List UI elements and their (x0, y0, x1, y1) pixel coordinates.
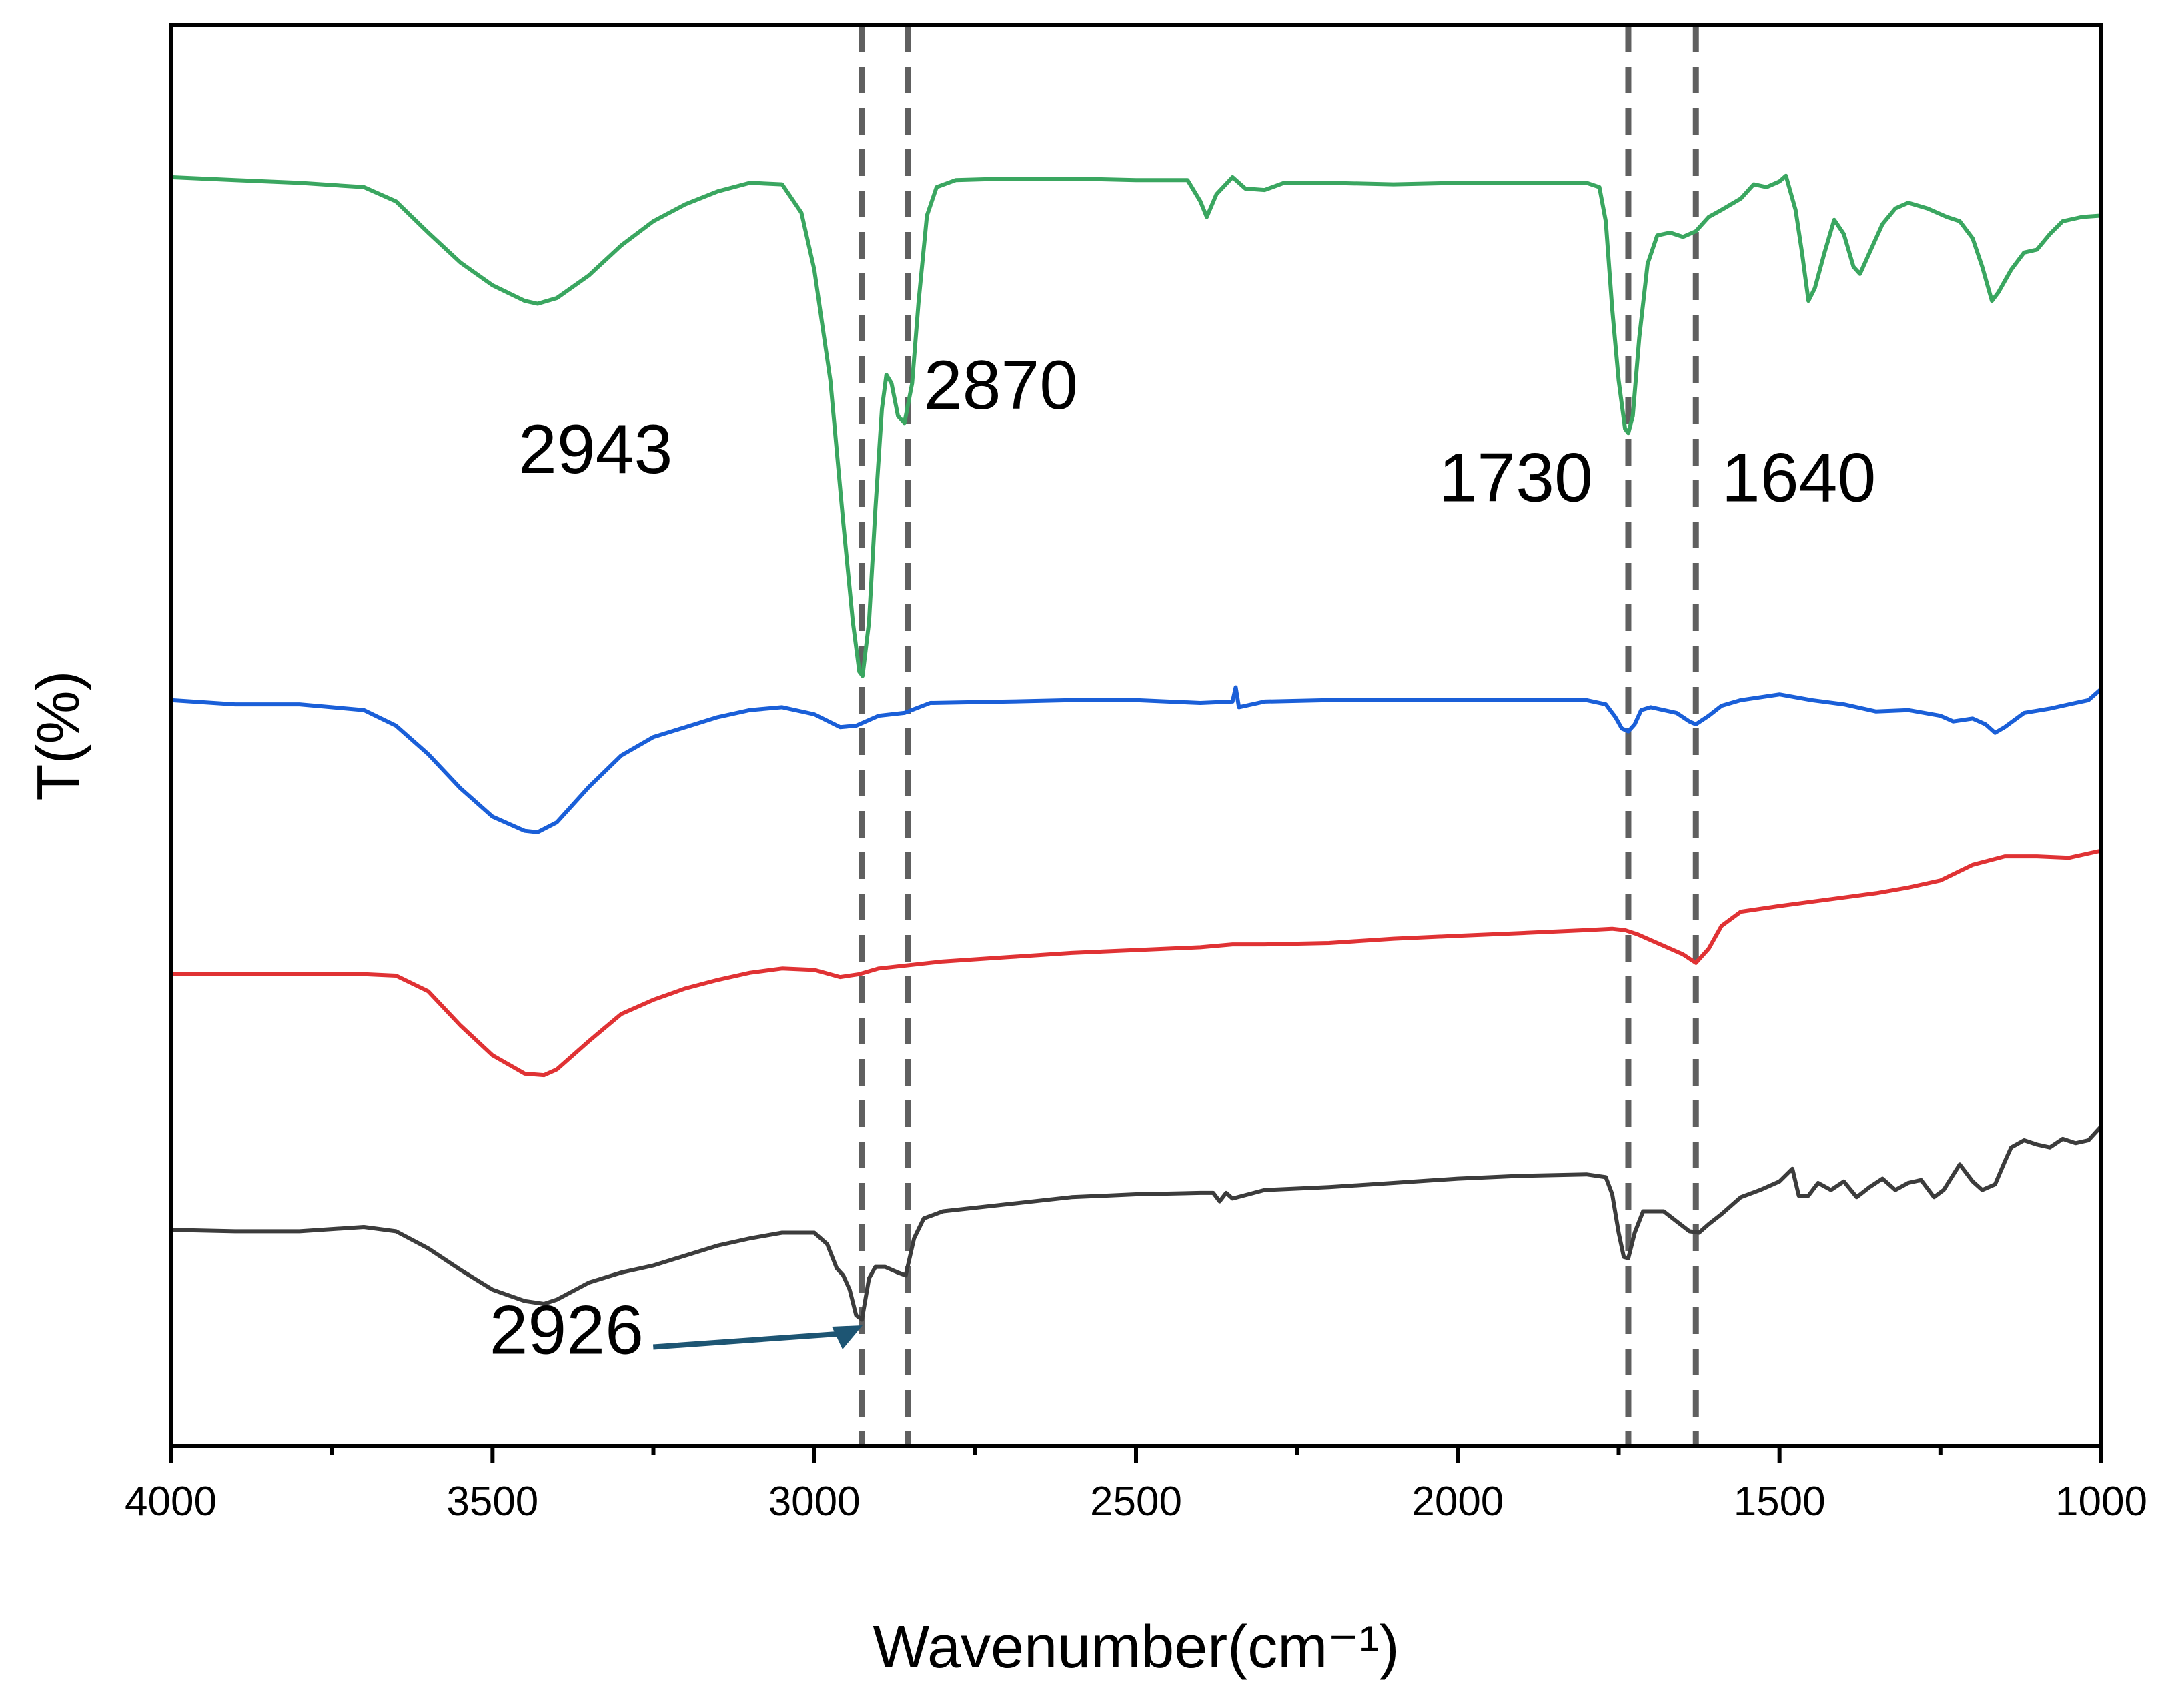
x-tick-label: 1000 (2055, 1479, 2147, 1525)
y-axis-title: T(%) (25, 671, 92, 801)
x-tick-label: 1500 (1734, 1479, 1826, 1525)
x-axis-title: Wavenumber(cm⁻¹) (873, 1614, 1399, 1681)
x-axis-ticks (169, 1446, 2103, 1463)
x-tick-label: 4000 (125, 1479, 217, 1525)
x-tick-label: 2500 (1090, 1479, 1182, 1525)
peak-label-2926: 2926 (490, 1292, 644, 1369)
series-green (169, 173, 2103, 678)
series-blue (169, 685, 2103, 834)
peak-label-2870: 2870 (924, 347, 1078, 424)
x-tick-label: 3000 (768, 1479, 861, 1525)
annotation-arrow-head (832, 1325, 863, 1349)
reference-lines (859, 25, 1699, 1446)
peak-label-1730: 1730 (1438, 440, 1592, 517)
peak-label-2943: 2943 (518, 411, 672, 488)
series-black (169, 1124, 2103, 1322)
x-axis-tick-labels: 4000 3500 3000 2500 2000 1500 1000 (125, 1479, 2147, 1525)
annotation-arrow-line (652, 1330, 847, 1350)
series-lines (169, 173, 2103, 1322)
x-tick-label: 3500 (446, 1479, 538, 1525)
peak-annotations: 2943 2870 1730 1640 2926 (490, 347, 1876, 1369)
peak-label-1640: 1640 (1722, 440, 1876, 517)
x-tick-label: 2000 (1412, 1479, 1504, 1525)
series-red (169, 848, 2103, 1078)
